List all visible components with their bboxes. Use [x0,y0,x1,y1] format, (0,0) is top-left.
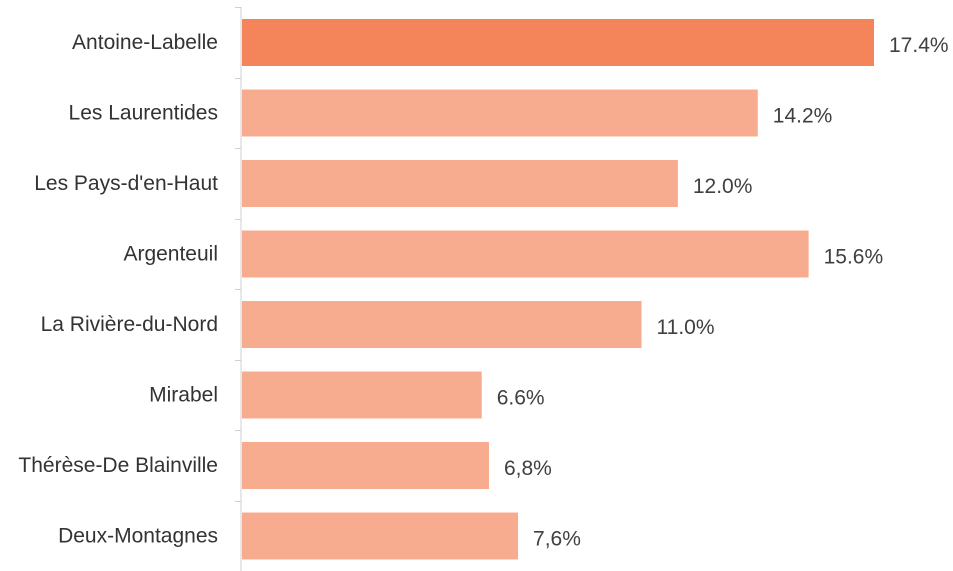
category-label: Deux-Montagnes [58,525,218,548]
value-label: 12.0% [693,175,753,198]
bar [242,89,758,137]
value-label: 6.6% [497,387,545,410]
bar [242,371,482,419]
value-label: 6,8% [504,457,552,480]
category-label: Antoine-Labelle [72,31,218,54]
axis-ticks [235,7,241,502]
value-label: 7,6% [533,528,581,551]
bar [242,160,678,207]
category-label: Mirabel [149,384,218,407]
value-label: 11.0% [657,316,715,339]
bars-group [242,19,874,560]
category-label: La Rivière-du-Nord [41,313,218,336]
category-label: Argenteuil [123,243,218,266]
bar [242,230,809,278]
category-label: Les Pays-d'en-Haut [34,172,218,195]
category-label: Thérèse-De Blainville [18,454,218,477]
value-label: 14.2% [773,105,833,128]
value-label: 17.4% [889,34,949,57]
bar [242,512,519,560]
category-label: Les Laurentides [69,102,218,125]
category-labels: Antoine-Labelle Les Laurentides Les Pays-d… [18,31,218,548]
bar [242,19,874,66]
bar [242,442,489,489]
value-labels: 17.4% 14.2% 12.0% 15.6% 11.0% 6.6% 6,8% 7,6% [497,34,949,551]
value-label: 15.6% [824,246,884,269]
bar [242,301,642,348]
